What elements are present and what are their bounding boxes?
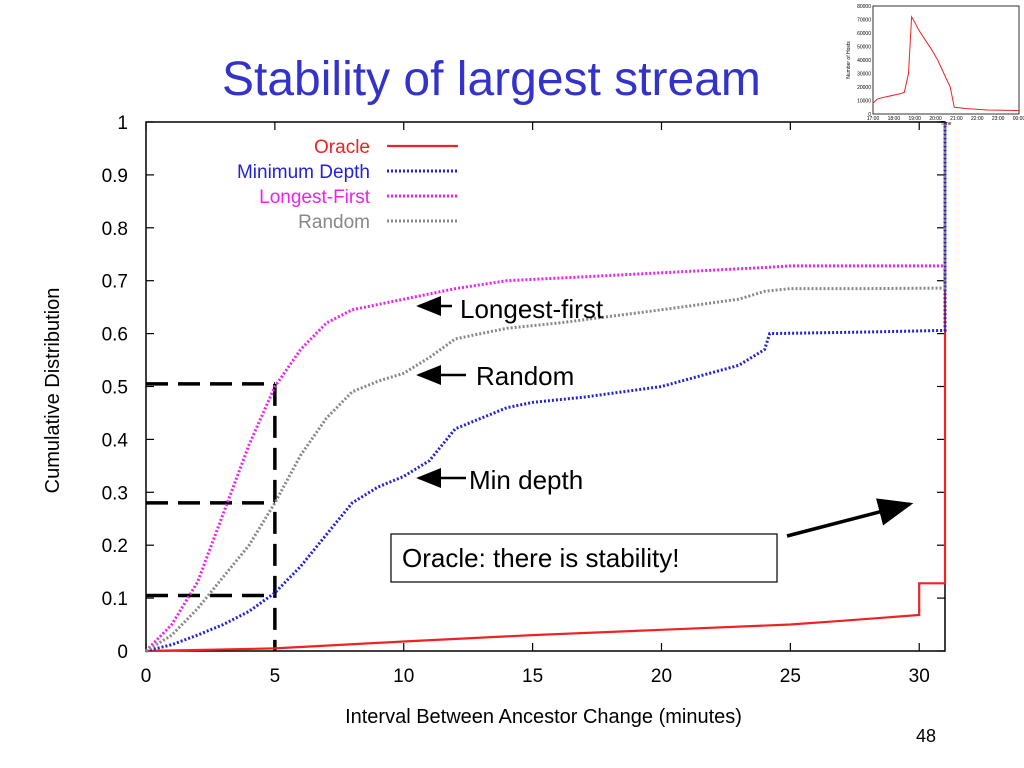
- annotation-longest-first: Longest-first: [460, 294, 604, 324]
- x-tick-label: 25: [780, 666, 801, 687]
- y-tick-label: 0: [117, 642, 128, 663]
- inset-x-tick-label: 23:00: [992, 116, 1005, 122]
- inset-y-tick-label: 20000: [857, 85, 871, 91]
- arrow-oracle: [786, 498, 914, 538]
- inset-x-tick-label: 22:00: [971, 116, 984, 122]
- inset-x-tick-label: 20:00: [929, 116, 942, 122]
- slide-title: Stability of largest stream: [222, 53, 761, 106]
- y-tick-label: 0.1: [102, 589, 128, 610]
- inset-y-tick-label: 70000: [857, 18, 871, 24]
- y-tick-label: 0.3: [102, 483, 128, 504]
- legend-label: Random: [298, 212, 370, 233]
- x-tick-label: 5: [270, 666, 281, 687]
- inset-y-axis-label: Number of Hosts: [846, 41, 852, 79]
- legend-label: Longest-First: [259, 187, 371, 208]
- x-tick-label: 30: [909, 666, 930, 687]
- y-tick-label: 0.9: [102, 166, 128, 187]
- annotation-min-depth: Min depth: [469, 465, 583, 495]
- inset-y-tick-label: 0: [868, 112, 871, 118]
- inset-y-tick-label: 50000: [857, 45, 871, 51]
- series-line-longest-first: [144, 122, 947, 653]
- y-tick-label: 0.7: [102, 272, 128, 293]
- legend-label: Oracle: [314, 137, 370, 158]
- inset-x-tick-label: 17:00: [867, 116, 880, 122]
- x-tick-label: 20: [651, 666, 672, 687]
- page-number: 48: [916, 726, 937, 746]
- x-tick-label: 10: [393, 666, 414, 687]
- y-tick-label: 0.4: [102, 430, 129, 451]
- y-tick-label: 1: [117, 113, 128, 134]
- inset-series-line: [872, 15, 1020, 112]
- inset-y-tick-label: 60000: [857, 31, 871, 37]
- series-line-oracle: [145, 122, 947, 653]
- y-tick-label: 0.2: [102, 536, 128, 557]
- inset-x-tick-label: 19:00: [908, 116, 921, 122]
- inset-x-tick-label: 18:00: [888, 116, 901, 122]
- inset-y-tick-label: 30000: [857, 72, 871, 78]
- y-tick-label: 0.6: [102, 325, 128, 346]
- inset-x-axis-label: Time: [941, 121, 952, 127]
- inset-x-tick-label: 00:00: [1013, 116, 1024, 122]
- annotation-oracle: Oracle: there is stability!: [402, 543, 679, 573]
- x-axis-label: Interval Between Ancestor Change (minute…: [345, 706, 742, 728]
- annotation-oracle-box: [390, 533, 778, 583]
- x-tick-label: 0: [141, 666, 152, 687]
- y-tick-label: 0.8: [102, 219, 128, 240]
- y-axis-label: Cumulative Distribution: [42, 288, 64, 494]
- inset-x-tick-label: 21:00: [950, 116, 963, 122]
- inset-y-tick-label: 40000: [857, 58, 871, 64]
- x-tick-label: 15: [522, 666, 543, 687]
- annotation-random: Random: [476, 361, 574, 391]
- inset-y-tick-label: 80000: [857, 4, 871, 10]
- inset-frame: [872, 5, 1020, 115]
- y-tick-label: 0.5: [102, 378, 128, 399]
- legend-label: Minimum Depth: [237, 162, 370, 183]
- inset-y-tick-label: 10000: [857, 99, 871, 105]
